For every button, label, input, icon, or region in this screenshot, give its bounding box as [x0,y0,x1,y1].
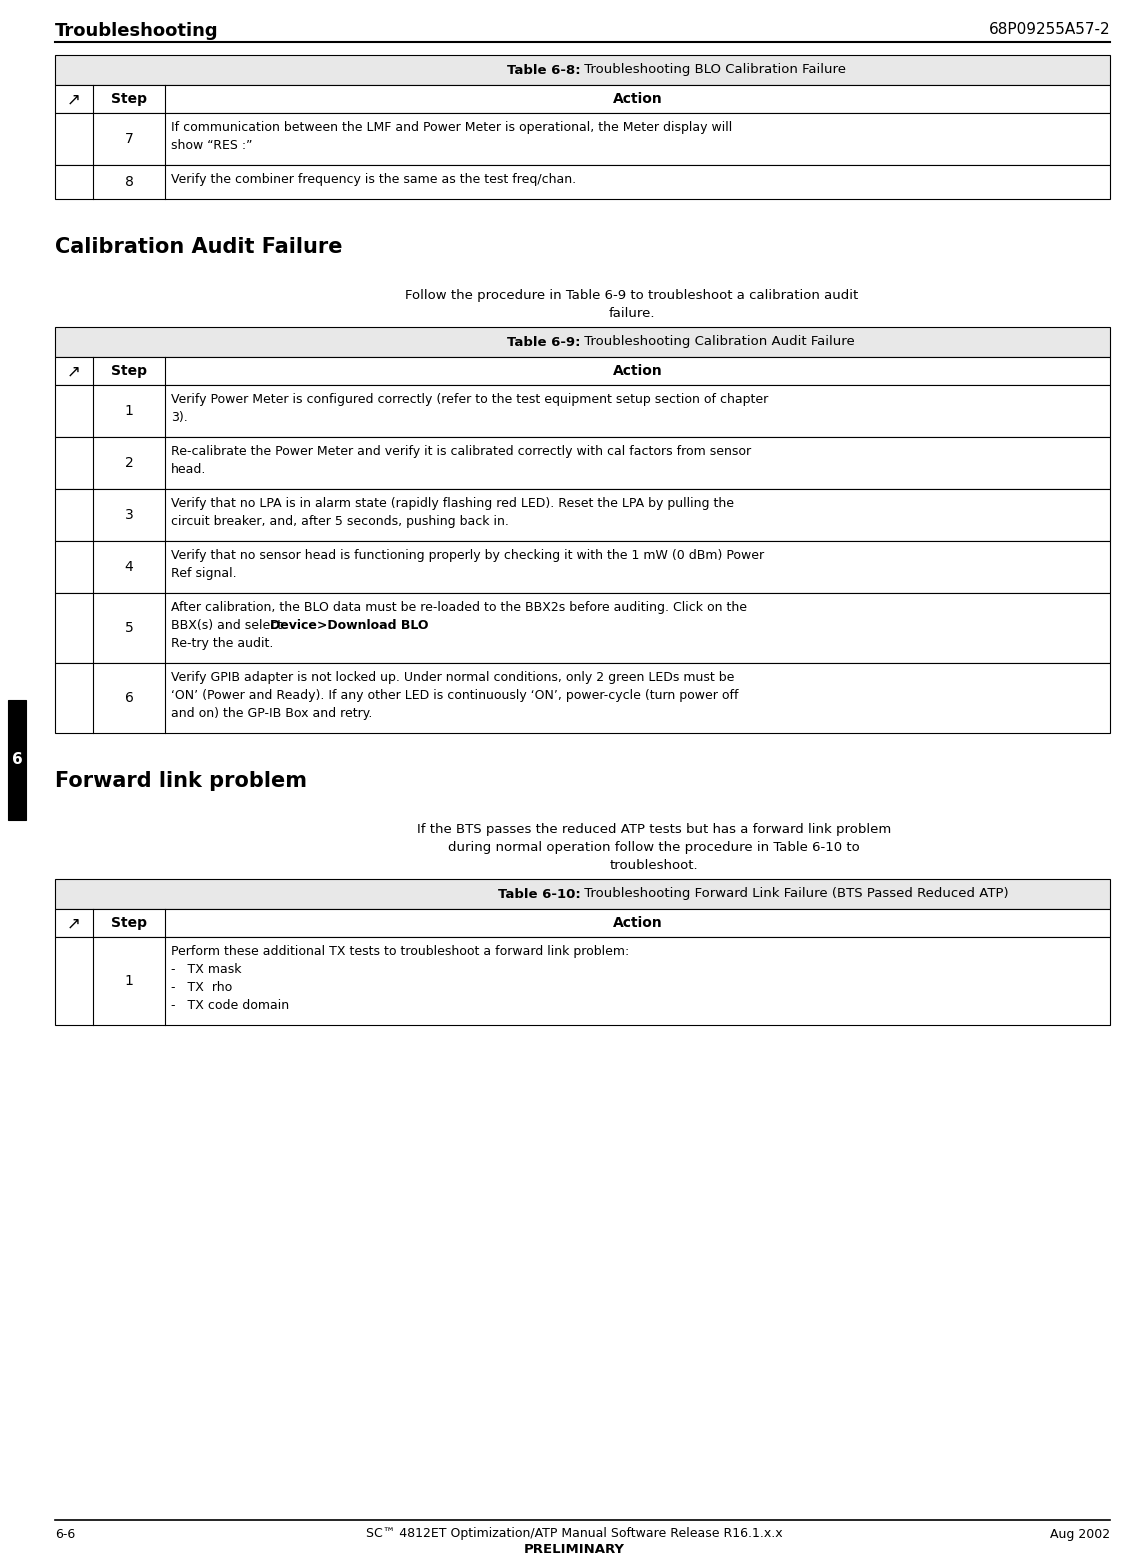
Text: BBX(s) and select: BBX(s) and select [171,619,286,633]
Bar [55,384,1110,437]
Text: Re-try the audit.: Re-try the audit. [171,637,273,650]
Text: Device>Download BLO: Device>Download BLO [270,619,428,633]
Text: 6: 6 [125,690,133,704]
Text: Troubleshooting BLO Calibration Failure: Troubleshooting BLO Calibration Failure [581,64,846,77]
Text: Verify GPIB adapter is not locked up. Under normal conditions, only 2 green LEDs: Verify GPIB adapter is not locked up. Un… [171,672,735,684]
Text: 5: 5 [125,622,133,636]
Bar [55,662,1110,733]
Text: during normal operation follow the procedure in Table 6-10 to: during normal operation follow the proce… [449,840,860,854]
Bar [55,594,1110,662]
Text: Table 6-9:: Table 6-9: [507,336,581,348]
Text: Verify that no LPA is in alarm state (rapidly flashing red LED). Reset the LPA b: Verify that no LPA is in alarm state (ra… [171,497,734,511]
Text: -   TX mask: - TX mask [171,964,241,976]
Text: 68P09255A57-2: 68P09255A57-2 [988,22,1110,37]
Text: ↗: ↗ [67,91,82,108]
Text: Table 6-8:: Table 6-8: [507,64,581,77]
Bar [55,84,1110,112]
Bar [55,55,1110,84]
Text: Action: Action [613,915,662,929]
Text: Perform these additional TX tests to troubleshoot a forward link problem:: Perform these additional TX tests to tro… [171,945,629,958]
Bar [55,166,1110,198]
Text: Calibration Audit Failure: Calibration Audit Failure [55,237,342,258]
Text: If the BTS passes the reduced ATP tests but has a forward link problem: If the BTS passes the reduced ATP tests … [417,823,892,836]
Text: SC™ 4812ET Optimization/ATP Manual Software Release R16.1.x.x: SC™ 4812ET Optimization/ATP Manual Softw… [366,1528,782,1540]
Text: -   TX  rho: - TX rho [171,981,232,993]
Text: Table 6-10:: Table 6-10: [498,887,581,901]
Text: After calibration, the BLO data must be re-loaded to the BBX2s before auditing. : After calibration, the BLO data must be … [171,601,747,614]
Text: 8: 8 [125,175,133,189]
Text: 6: 6 [11,753,22,767]
Text: 3).: 3). [171,411,188,423]
Text: Forward link problem: Forward link problem [55,772,307,790]
Text: ‘ON’ (Power and Ready). If any other LED is continuously ‘ON’, power-cycle (turn: ‘ON’ (Power and Ready). If any other LED… [171,689,738,701]
Text: Verify the combiner frequency is the same as the test freq/chan.: Verify the combiner frequency is the sam… [171,173,576,186]
Text: Step: Step [111,92,147,106]
Bar [55,879,1110,909]
Text: 3: 3 [125,508,133,522]
Text: -   TX code domain: - TX code domain [171,1000,289,1012]
Text: Action: Action [613,92,662,106]
Text: Verify that no sensor head is functioning properly by checking it with the 1 mW : Verify that no sensor head is functionin… [171,548,765,562]
Text: Troubleshooting Calibration Audit Failure: Troubleshooting Calibration Audit Failur… [581,336,855,348]
Text: Troubleshooting Forward Link Failure (BTS Passed Reduced ATP): Troubleshooting Forward Link Failure (BT… [581,887,1009,901]
Text: 6-6: 6-6 [55,1528,76,1542]
Text: Verify Power Meter is configured correctly (refer to the test equipment setup se: Verify Power Meter is configured correct… [171,394,768,406]
Text: 1: 1 [125,405,133,419]
Bar [55,112,1110,166]
Bar [8,700,26,820]
Text: ↗: ↗ [67,914,82,933]
Text: Troubleshooting: Troubleshooting [55,22,218,41]
Bar [55,937,1110,1025]
Bar [55,489,1110,540]
Text: Aug 2002: Aug 2002 [1050,1528,1110,1542]
Text: circuit breaker, and, after 5 seconds, pushing back in.: circuit breaker, and, after 5 seconds, p… [171,515,509,528]
Text: Action: Action [613,364,662,378]
Text: failure.: failure. [608,308,654,320]
Text: and on) the GP-IB Box and retry.: and on) the GP-IB Box and retry. [171,708,372,720]
Bar [55,909,1110,937]
Text: Ref signal.: Ref signal. [171,567,236,580]
Bar [55,326,1110,358]
Bar [55,358,1110,384]
Text: ↗: ↗ [67,362,82,380]
Text: 4: 4 [125,561,133,573]
Text: PRELIMINARY: PRELIMINARY [523,1543,625,1556]
Text: troubleshoot.: troubleshoot. [610,859,699,872]
Text: Step: Step [111,364,147,378]
Text: If communication between the LMF and Power Meter is operational, the Meter displ: If communication between the LMF and Pow… [171,120,732,134]
Text: Follow the procedure in Table 6-9 to troubleshoot a calibration audit: Follow the procedure in Table 6-9 to tro… [405,289,858,301]
Text: show “RES :”: show “RES :” [171,139,253,152]
Text: 7: 7 [125,133,133,145]
Text: 2: 2 [125,456,133,470]
Bar [55,540,1110,594]
Text: head.: head. [171,462,207,476]
Text: Step: Step [111,915,147,929]
Text: Re-calibrate the Power Meter and verify it is calibrated correctly with cal fact: Re-calibrate the Power Meter and verify … [171,445,751,458]
Bar [55,437,1110,489]
Text: 1: 1 [125,975,133,989]
